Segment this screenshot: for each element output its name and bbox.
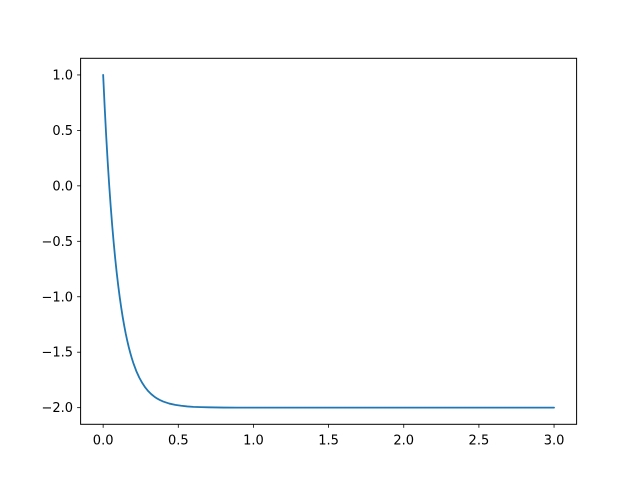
y-tick-label: 1.0 bbox=[52, 68, 73, 83]
plot-frame bbox=[80, 57, 578, 425]
y-tick-label: 0.0 bbox=[52, 179, 73, 194]
x-tick-label: 2.5 bbox=[469, 433, 490, 448]
y-tick-label: −0.5 bbox=[42, 235, 74, 250]
x-tick-label: 1.5 bbox=[318, 433, 339, 448]
y-tick-label: −1.5 bbox=[42, 346, 74, 361]
x-tick-label: 0.0 bbox=[93, 433, 114, 448]
y-tick-label: 0.5 bbox=[52, 124, 73, 139]
y-tick-label: −2.0 bbox=[42, 401, 74, 416]
x-tick-label: 1.0 bbox=[243, 433, 264, 448]
x-tick-label: 3.0 bbox=[544, 433, 565, 448]
data-line-decay-curve bbox=[102, 74, 555, 409]
x-tick-label: 0.5 bbox=[168, 433, 189, 448]
y-tick-label: −1.0 bbox=[42, 290, 74, 305]
x-tick-label: 2.0 bbox=[393, 433, 414, 448]
